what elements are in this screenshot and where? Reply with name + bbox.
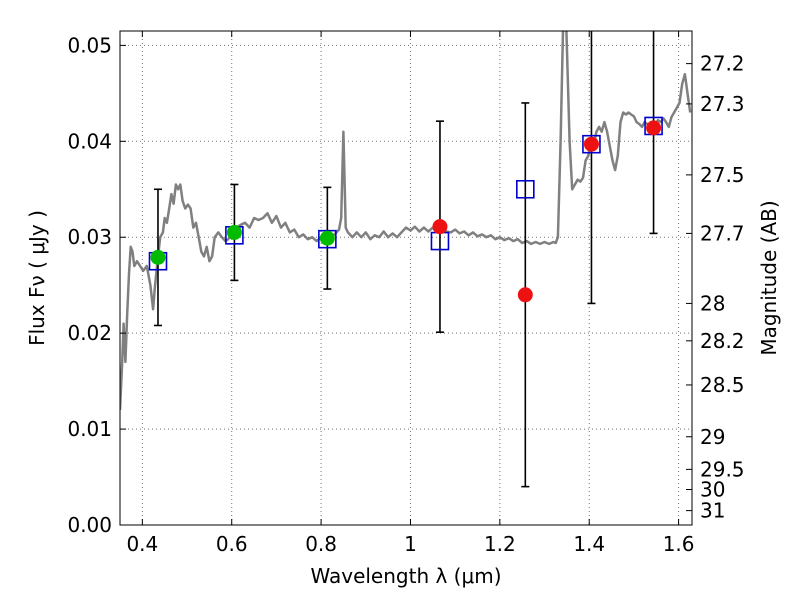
sed-spectrum bbox=[120, 31, 692, 410]
magnitude-tick-label: 28 bbox=[700, 291, 725, 315]
grid-lines bbox=[120, 31, 692, 526]
y-tick-label: 0.04 bbox=[67, 129, 112, 153]
optical-point bbox=[319, 230, 335, 246]
x-tick-label: 0.6 bbox=[216, 532, 248, 556]
x-tick-label: 1.2 bbox=[484, 532, 516, 556]
infrared-point bbox=[432, 219, 448, 235]
x-tick-label: 0.4 bbox=[126, 532, 158, 556]
magnitude-tick-label: 29 bbox=[700, 425, 725, 449]
x-tick-label: 1 bbox=[404, 532, 417, 556]
magnitude-tick-label: 28.2 bbox=[700, 329, 745, 353]
infrared-point bbox=[517, 287, 533, 303]
y-axis-label: Flux Fν ( μJy ) bbox=[25, 210, 49, 346]
optical-point bbox=[226, 224, 242, 240]
magnitude-tick-label: 27.3 bbox=[700, 92, 745, 116]
axis-ticks: 0.4 0.6 0.8 1 1.2 1.4 1.6 0.00 0.01 0.02 0.03 0.04 0… bbox=[67, 31, 745, 556]
sed-line bbox=[120, 31, 692, 410]
y-tick-label: 0.02 bbox=[67, 321, 112, 345]
y-tick-label: 0.01 bbox=[67, 417, 112, 441]
x-tick-label: 0.8 bbox=[305, 532, 337, 556]
magnitude-tick-label: 29.5 bbox=[700, 457, 745, 481]
magnitude-tick-label: 31 bbox=[700, 499, 725, 523]
magnitude-tick-label: 27.2 bbox=[700, 52, 745, 76]
infrared-point bbox=[646, 120, 662, 136]
y-tick-label: 0.05 bbox=[67, 33, 112, 57]
model-square bbox=[516, 179, 535, 199]
x-tick-label: 1.4 bbox=[573, 532, 605, 556]
magnitude-tick-label: 27.7 bbox=[700, 221, 745, 245]
magnitude-tick-label: 28.5 bbox=[700, 373, 745, 397]
x-tick-label: 1.6 bbox=[663, 532, 695, 556]
magnitude-tick-label: 30 bbox=[700, 478, 725, 502]
magnitude-axis-label: Magnitude (AB) bbox=[757, 200, 781, 355]
model-square bbox=[582, 134, 601, 154]
y-tick-label: 0.00 bbox=[67, 513, 112, 537]
observed-flux-markers bbox=[150, 120, 662, 303]
optical-point bbox=[150, 249, 166, 265]
magnitude-tick-label: 27.5 bbox=[700, 163, 745, 187]
model-square bbox=[318, 229, 337, 249]
plot-frame bbox=[119, 30, 693, 526]
x-axis-label: Wavelength λ (μm) bbox=[310, 564, 501, 588]
infrared-point bbox=[583, 136, 599, 152]
y-tick-label: 0.03 bbox=[67, 225, 112, 249]
